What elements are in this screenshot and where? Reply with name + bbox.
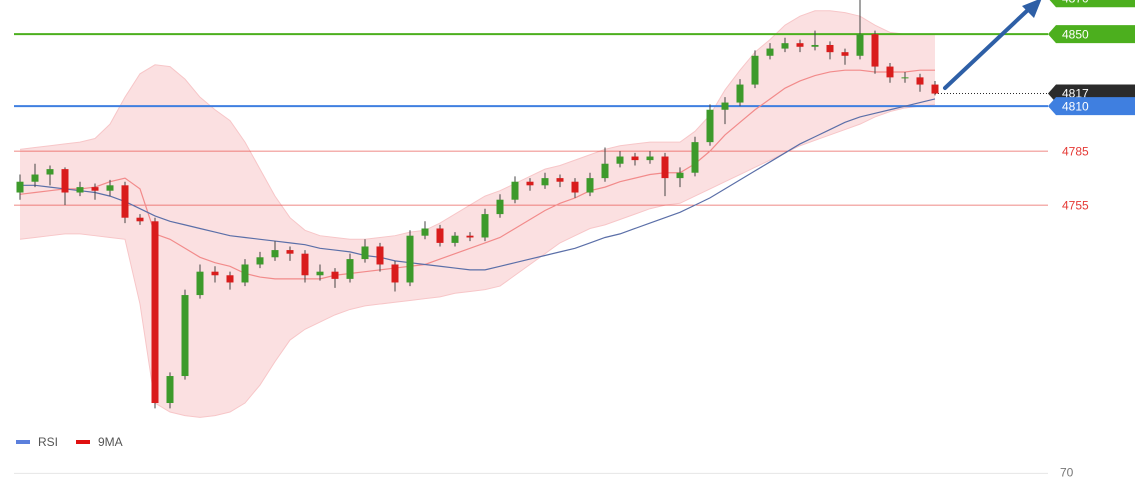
candle-body [601, 163, 609, 179]
candle-body [136, 217, 144, 222]
level-label: 4810 [1062, 99, 1089, 113]
candle-body [616, 156, 624, 164]
candle-body [466, 235, 474, 238]
candle-body [481, 214, 489, 238]
candle-body [541, 178, 549, 186]
band-edge [19, 10, 935, 240]
candle-body [31, 174, 39, 182]
candle-body [451, 235, 459, 243]
candle-body [91, 187, 99, 191]
candles-layer [16, 0, 939, 409]
legend-swatch [16, 440, 30, 444]
rsi-panel: RSI 9MA 70 [14, 435, 1074, 480]
legend-label: RSI [38, 435, 58, 449]
candle-body [76, 187, 84, 193]
candle-body [691, 142, 699, 173]
level-label: 4850 [1062, 27, 1089, 41]
candle-body [856, 34, 864, 56]
level-label: 4785 [1062, 144, 1089, 158]
candle-body [721, 102, 729, 110]
candle-body [406, 235, 414, 283]
candle-body [751, 55, 759, 85]
trend-arrow-shaft [943, 6, 1032, 90]
candle-body [631, 156, 639, 161]
y-tick-label: 70 [1060, 466, 1074, 480]
bollinger-band [20, 10, 935, 418]
legend-swatch [76, 440, 90, 444]
candle-body [181, 295, 189, 377]
candle-body [376, 246, 384, 265]
candle-body [511, 181, 519, 200]
candle-body [871, 34, 879, 67]
level-label-box [1049, 0, 1135, 8]
candle-body [286, 250, 294, 254]
candle-body [361, 246, 369, 260]
candle-body [901, 77, 909, 79]
candle-body [586, 178, 594, 193]
candle-body [661, 156, 669, 179]
candle-body [676, 172, 684, 179]
candle-body [736, 84, 744, 103]
candle-body [151, 221, 159, 404]
candle-body [886, 66, 894, 78]
candle-body [331, 271, 339, 279]
candle-body [226, 275, 234, 283]
candle-body [256, 257, 264, 265]
candle-body [421, 228, 429, 236]
level-label: 4870 [1062, 0, 1089, 5]
candle-body [211, 271, 219, 276]
candle-body [826, 44, 834, 53]
candle-body [121, 185, 129, 218]
level-label-box [1048, 97, 1135, 116]
moving-average [19, 69, 935, 280]
candle-body [16, 181, 24, 193]
candle-body [841, 52, 849, 56]
moving-average [20, 98, 936, 271]
candle-body [811, 44, 819, 47]
level-label: 4755 [1062, 198, 1089, 212]
labels-layer: 487048504817481047854755 [1048, 0, 1135, 212]
candle-body [496, 199, 504, 215]
candle-body [526, 181, 534, 186]
candle-body [61, 169, 69, 193]
candle-body [106, 185, 114, 191]
candle-body [241, 264, 249, 283]
candle-body [706, 109, 714, 143]
candle-body [271, 250, 279, 258]
candle-body [931, 84, 939, 94]
level-label-box [1048, 25, 1135, 44]
candle-body [316, 271, 324, 276]
candle-body [301, 253, 309, 276]
candle-body [571, 181, 579, 193]
candle-body [916, 77, 924, 85]
candle-body [196, 271, 204, 296]
candle-body [46, 169, 54, 175]
candle-body [781, 43, 789, 49]
candle-body [346, 259, 354, 279]
candle-body [391, 264, 399, 283]
candle-body [436, 228, 444, 243]
candle-body [646, 156, 654, 161]
candle-body [796, 43, 804, 47]
candle-body [166, 376, 174, 404]
legend-label: 9MA [98, 435, 123, 449]
trend-arrow-head [1022, 0, 1042, 18]
candle-body [556, 178, 564, 182]
lines-layer [19, 69, 936, 280]
candle-body [766, 48, 774, 56]
